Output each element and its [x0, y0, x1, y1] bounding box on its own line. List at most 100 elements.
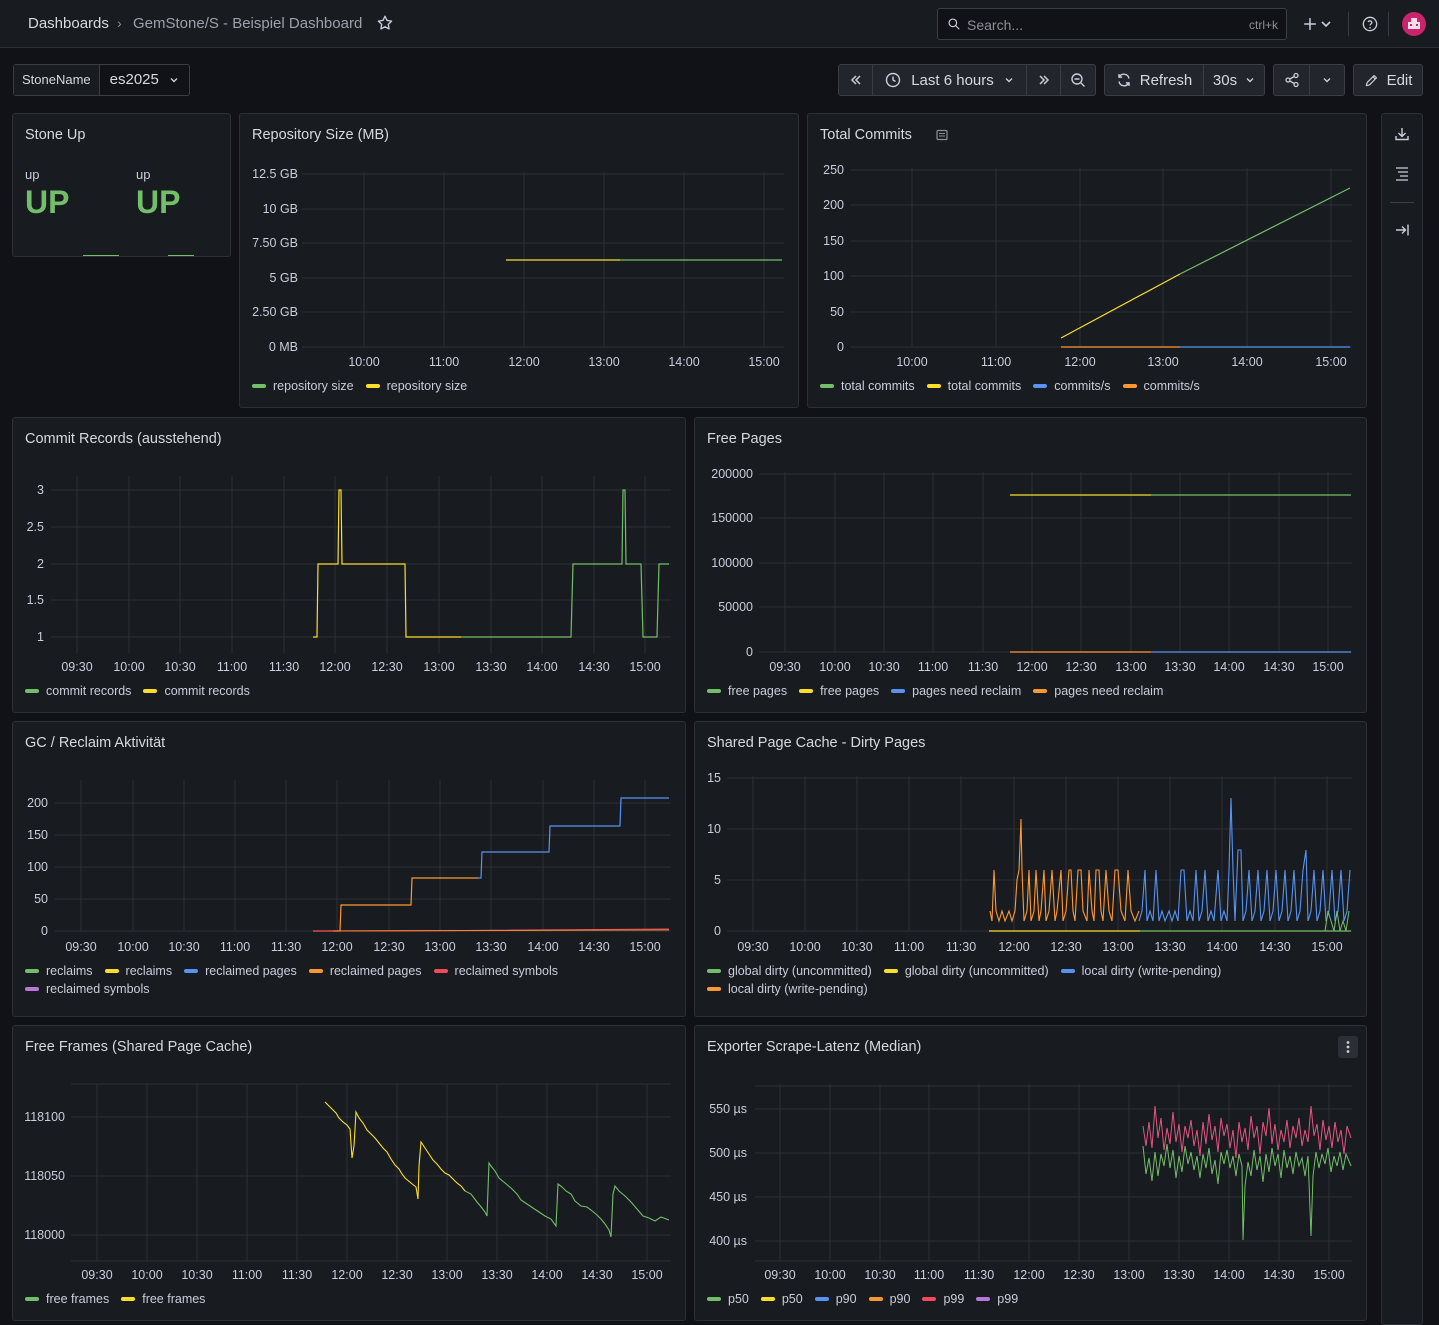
- legend-item[interactable]: free pages: [707, 684, 787, 698]
- outline-icon[interactable]: [1393, 164, 1411, 182]
- legend-item[interactable]: commit records: [143, 684, 250, 698]
- legend-item[interactable]: p50: [760, 1292, 803, 1306]
- legend-item[interactable]: local dirty (write-pending): [707, 982, 868, 996]
- panel-total-commits[interactable]: Total Commits 250 200 150 100 50 0 10:00…: [807, 113, 1367, 408]
- legend-item[interactable]: total commits: [820, 379, 915, 393]
- legend-item[interactable]: p90: [868, 1292, 910, 1306]
- legend-item[interactable]: p99: [976, 1292, 1018, 1306]
- legend-item[interactable]: pages need reclaim: [891, 684, 1021, 698]
- star-icon[interactable]: [376, 14, 394, 32]
- panel-scrape-latency[interactable]: Exporter Scrape-Latenz (Median) 550 µs 5…: [694, 1025, 1367, 1321]
- x-tick: 15:00: [631, 1268, 662, 1282]
- refresh-icon: [1118, 73, 1130, 87]
- legend-item[interactable]: local dirty (write-pending): [1060, 964, 1221, 978]
- x-tick: 12:30: [371, 660, 402, 674]
- y-tick: 2: [37, 557, 44, 571]
- edit-button[interactable]: Edit: [1353, 64, 1423, 96]
- y-tick: 0: [837, 340, 844, 354]
- share-button[interactable]: [1274, 65, 1310, 95]
- series-line-green: [1142, 1143, 1352, 1241]
- stat-value: UP: [25, 184, 70, 220]
- x-tick: 13:00: [588, 355, 619, 369]
- refresh-interval-picker[interactable]: 30s: [1204, 65, 1264, 95]
- legend: free frames free frames: [25, 1292, 205, 1306]
- zoom-out-button[interactable]: [1061, 65, 1095, 95]
- x-tick: 12:30: [381, 1268, 412, 1282]
- x-tick: 14:00: [531, 1268, 562, 1282]
- panel-free-frames[interactable]: Free Frames (Shared Page Cache) 118100 1…: [12, 1025, 686, 1321]
- legend-item[interactable]: reclaimed symbols: [433, 964, 558, 978]
- info-icon[interactable]: [935, 128, 949, 142]
- series-line-blue: [1138, 797, 1351, 923]
- help-icon[interactable]: [1360, 14, 1380, 34]
- legend-item[interactable]: global dirty (uncommitted): [883, 964, 1049, 978]
- plus-icon[interactable]: [1300, 14, 1320, 34]
- legend-item[interactable]: p99: [922, 1292, 964, 1306]
- legend-item[interactable]: free pages: [799, 684, 879, 698]
- x-tick: 13:00: [431, 1268, 462, 1282]
- legend-item[interactable]: repository size: [365, 379, 467, 393]
- x-tick: 10:30: [864, 1268, 895, 1282]
- x-tick: 09:30: [81, 1268, 112, 1282]
- x-tick: 13:00: [1102, 940, 1133, 954]
- legend-item[interactable]: reclaims: [25, 964, 93, 978]
- legend: p50 p50 p90 p90 p99 p99: [707, 1292, 1018, 1306]
- search-input[interactable]: Search... ctrl+k: [937, 8, 1287, 40]
- x-tick: 13:00: [1147, 355, 1178, 369]
- panel-menu-button[interactable]: [1338, 1036, 1358, 1058]
- series-line-green: [461, 489, 669, 638]
- legend: global dirty (uncommitted) global dirty …: [707, 964, 1327, 996]
- legend-item[interactable]: global dirty (uncommitted): [707, 964, 872, 978]
- variable-select[interactable]: es2025: [100, 65, 189, 95]
- legend-item[interactable]: free frames: [121, 1292, 205, 1306]
- avatar[interactable]: [1402, 12, 1426, 36]
- time-range-picker[interactable]: Last 6 hours: [873, 65, 1027, 95]
- variable-value: es2025: [109, 71, 159, 88]
- legend-item[interactable]: commit records: [25, 684, 131, 698]
- download-icon[interactable]: [1393, 125, 1411, 143]
- y-tick: 50: [34, 892, 48, 906]
- x-tick: 10:00: [814, 1268, 845, 1282]
- legend-item[interactable]: reclaimed pages: [308, 964, 422, 978]
- legend-item[interactable]: p90: [814, 1292, 857, 1306]
- legend-item[interactable]: p50: [707, 1292, 749, 1306]
- refresh-button[interactable]: Refresh: [1105, 65, 1204, 95]
- time-back-button[interactable]: [839, 65, 873, 95]
- panel-dirty-pages[interactable]: Shared Page Cache - Dirty Pages 15 10 5 …: [694, 721, 1367, 1017]
- legend-item[interactable]: commits/s: [1122, 379, 1200, 393]
- panel-gc-reclaim[interactable]: GC / Reclaim Aktivität 200 150 100 50 0 …: [12, 721, 686, 1017]
- legend-item[interactable]: commits/s: [1033, 379, 1111, 393]
- panel-commit-records[interactable]: Commit Records (ausstehend) 3 2.5 2 1.5 …: [12, 417, 686, 713]
- breadcrumb-dashboards[interactable]: Dashboards: [28, 15, 109, 32]
- y-tick: 150: [27, 828, 48, 842]
- panel-free-pages[interactable]: Free Pages 200000 150000 100000 50000 0 …: [694, 417, 1367, 713]
- double-chevron-left-icon: [850, 75, 861, 85]
- breadcrumb-current: GemStone/S - Beispiel Dashboard: [133, 15, 363, 32]
- divider: [1388, 12, 1389, 36]
- legend-item[interactable]: free frames: [25, 1292, 109, 1306]
- y-tick: 1: [37, 630, 44, 644]
- x-tick: 11:00: [429, 355, 459, 369]
- x-tick: 13:30: [1154, 940, 1185, 954]
- chevron-down-icon[interactable]: [1320, 14, 1332, 34]
- time-forward-button[interactable]: [1027, 65, 1061, 95]
- panel-stone-up[interactable]: Stone Up up UP up UP: [12, 113, 231, 257]
- legend-item[interactable]: pages need reclaim: [1033, 684, 1163, 698]
- y-tick: 200: [27, 796, 48, 810]
- x-tick: 11:30: [282, 1268, 312, 1282]
- legend-item[interactable]: repository size: [252, 379, 354, 393]
- x-tick: 14:30: [1263, 660, 1294, 674]
- collapse-right-icon[interactable]: [1393, 221, 1411, 239]
- legend-item[interactable]: reclaims: [104, 964, 172, 978]
- x-tick: 11:30: [964, 1268, 994, 1282]
- panel-repository-size[interactable]: Repository Size (MB) 12.5 GB 10 GB 7.50 …: [239, 113, 799, 408]
- legend-item[interactable]: total commits: [926, 379, 1021, 393]
- legend-item[interactable]: reclaimed pages: [184, 964, 297, 978]
- y-tick: 118000: [24, 1228, 65, 1242]
- variable-picker-stonename[interactable]: StoneName es2025: [13, 64, 190, 96]
- legend-item[interactable]: reclaimed symbols: [25, 982, 150, 996]
- divider: [1390, 202, 1414, 203]
- sparkline: [168, 255, 194, 256]
- share-menu-button[interactable]: [1310, 65, 1344, 95]
- y-tick: 0: [746, 645, 753, 659]
